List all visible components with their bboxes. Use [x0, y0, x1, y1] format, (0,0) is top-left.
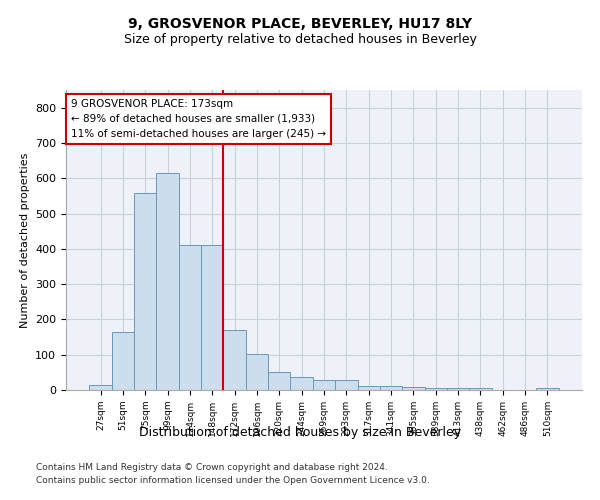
Bar [246, 354, 268, 390]
Bar [335, 380, 358, 390]
Bar [536, 388, 559, 390]
Text: Contains HM Land Registry data © Crown copyright and database right 2024.: Contains HM Land Registry data © Crown c… [36, 464, 388, 472]
Text: Distribution of detached houses by size in Beverley: Distribution of detached houses by size … [139, 426, 461, 439]
Bar [223, 330, 246, 390]
Text: 9, GROSVENOR PLACE, BEVERLEY, HU17 8LY: 9, GROSVENOR PLACE, BEVERLEY, HU17 8LY [128, 18, 472, 32]
Text: Size of property relative to detached houses in Beverley: Size of property relative to detached ho… [124, 32, 476, 46]
Bar [447, 388, 469, 390]
Bar [201, 246, 223, 390]
Y-axis label: Number of detached properties: Number of detached properties [20, 152, 29, 328]
Bar [425, 388, 447, 390]
Bar [134, 193, 157, 390]
Bar [157, 173, 179, 390]
Bar [380, 386, 402, 390]
Bar [402, 387, 425, 390]
Bar [358, 386, 380, 390]
Bar [290, 376, 313, 390]
Bar [313, 380, 335, 390]
Bar [112, 332, 134, 390]
Bar [179, 246, 201, 390]
Text: 9 GROSVENOR PLACE: 173sqm
← 89% of detached houses are smaller (1,933)
11% of se: 9 GROSVENOR PLACE: 173sqm ← 89% of detac… [71, 99, 326, 138]
Bar [89, 384, 112, 390]
Bar [469, 388, 491, 390]
Bar [268, 372, 290, 390]
Text: Contains public sector information licensed under the Open Government Licence v3: Contains public sector information licen… [36, 476, 430, 485]
